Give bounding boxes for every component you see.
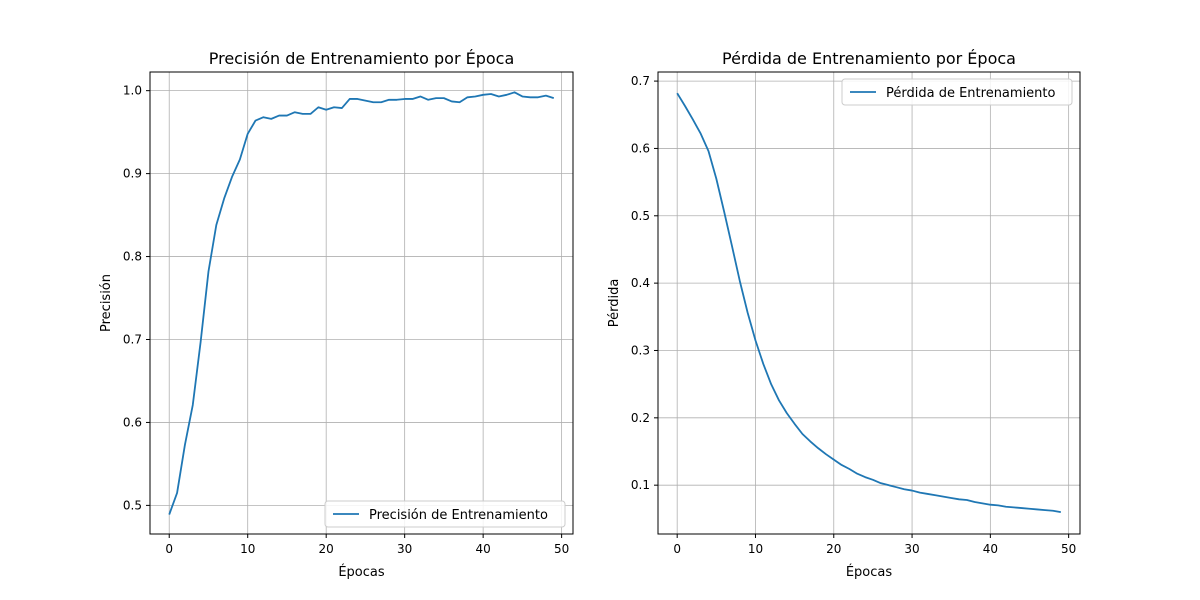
x-tick-label: 30	[904, 542, 919, 556]
loss-chart: 0 10 20 30 40 50 0.1 0.2 0.3 0.4 0.5 0.6 0.7 Pérdida …	[607, 49, 1081, 580]
y-tick-label: 0.9	[123, 167, 142, 181]
legend: Precisión de Entrenamiento	[324, 500, 566, 528]
y-tick-label: 0.4	[631, 276, 650, 290]
y-tick-label: 0.5	[631, 209, 650, 223]
x-tick-label: 30	[397, 542, 412, 556]
x-tick-label: 40	[983, 542, 998, 556]
chart-title: Precisión de Entrenamiento por Época	[209, 49, 515, 68]
x-tick-label: 10	[748, 542, 763, 556]
legend-label: Precisión de Entrenamiento	[369, 508, 548, 523]
y-tick-label: 0.8	[123, 250, 142, 264]
legend: Pérdida de Entrenamiento	[841, 78, 1073, 106]
series-line	[676, 92, 1061, 513]
y-axis-label: Pérdida	[607, 279, 622, 328]
x-tick-label: 20	[826, 542, 841, 556]
y-tick-label: 0.2	[631, 411, 650, 425]
y-tick-label: 0.7	[631, 74, 650, 88]
x-tick-label: 50	[1061, 542, 1076, 556]
y-tick-label: 0.7	[123, 332, 142, 346]
axes-frame	[657, 71, 1081, 535]
x-tick-label: 40	[476, 542, 491, 556]
y-tick-label: 0.6	[123, 415, 142, 429]
x-tick-label: 50	[554, 542, 569, 556]
y-tick-label: 0.6	[631, 141, 650, 155]
legend-label: Pérdida de Entrenamiento	[886, 86, 1056, 101]
legend-box	[324, 500, 566, 528]
legend-box	[841, 78, 1073, 106]
y-tick-label: 0.3	[631, 343, 650, 357]
accuracy-chart: 0 10 20 30 40 50 0.5 0.6 0.7 0.8 0.9 1.0 Precisión d…	[99, 49, 574, 580]
y-tick-label: 0.5	[123, 498, 142, 512]
axes-frame	[149, 71, 574, 535]
x-axis-label: Épocas	[846, 564, 893, 580]
x-tick-label: 0	[673, 542, 681, 556]
y-axis-label: Precisión	[99, 274, 114, 332]
y-tick-label: 1.0	[123, 84, 142, 98]
x-tick-label: 10	[240, 542, 255, 556]
series-line	[168, 91, 555, 515]
x-tick-label: 20	[319, 542, 334, 556]
y-tick-label: 0.1	[631, 478, 650, 492]
x-axis-label: Épocas	[338, 564, 385, 580]
x-tick-label: 0	[165, 542, 173, 556]
chart-title: Pérdida de Entrenamiento por Época	[722, 49, 1016, 68]
